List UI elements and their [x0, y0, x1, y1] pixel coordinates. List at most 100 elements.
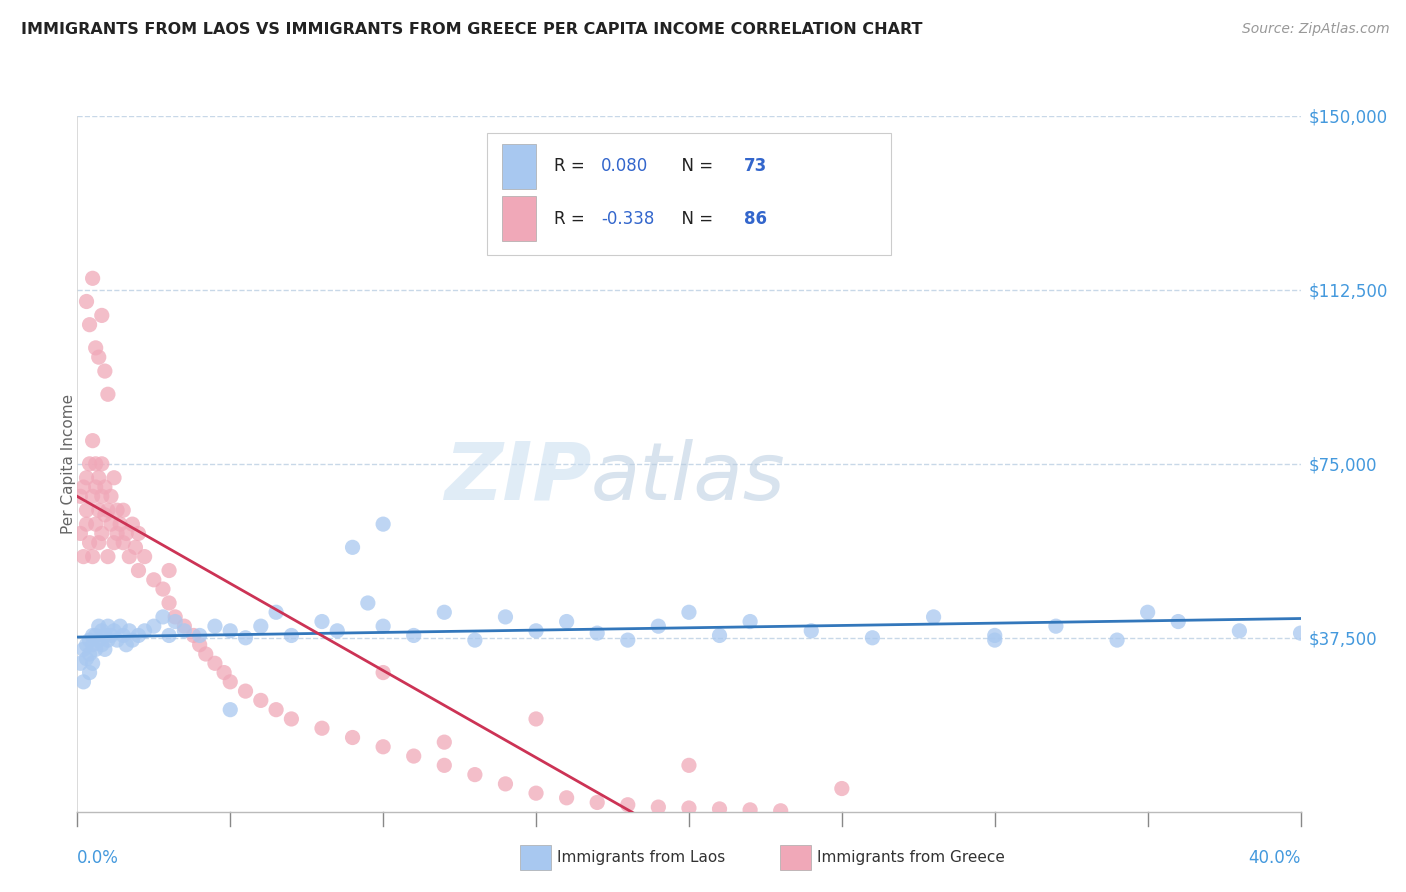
Point — [94, 508, 117, 522]
Point — [433, 605, 456, 619]
Point — [128, 526, 150, 541]
Text: 40.0%: 40.0% — [1249, 849, 1301, 867]
Point — [264, 605, 287, 619]
Point — [76, 503, 98, 517]
Point — [97, 387, 120, 401]
Bar — [486, 133, 891, 255]
Point — [100, 489, 122, 503]
Point — [97, 549, 120, 564]
Text: 73: 73 — [744, 157, 768, 176]
Text: R =: R = — [554, 157, 591, 176]
Text: -0.338: -0.338 — [600, 210, 654, 227]
Bar — [502, 144, 536, 189]
Point — [371, 619, 394, 633]
Point — [250, 619, 273, 633]
Point — [100, 517, 122, 532]
Point — [342, 731, 364, 745]
Point — [76, 517, 98, 532]
Point — [586, 796, 609, 810]
Point — [433, 735, 456, 749]
Point — [82, 628, 104, 642]
Point — [94, 480, 117, 494]
Point — [76, 651, 98, 665]
Point — [105, 503, 128, 517]
Point — [740, 803, 762, 817]
Point — [112, 535, 135, 549]
Point — [76, 294, 98, 309]
Point — [173, 624, 195, 638]
Point — [157, 628, 180, 642]
Point — [76, 471, 98, 485]
Point — [124, 541, 146, 555]
Point — [121, 633, 143, 648]
Point — [97, 503, 120, 517]
Point — [311, 615, 333, 629]
Point — [82, 549, 104, 564]
Point — [157, 564, 180, 578]
Point — [82, 271, 104, 285]
Point — [79, 457, 101, 471]
Point — [1167, 615, 1189, 629]
Text: N =: N = — [671, 210, 718, 227]
Point — [647, 619, 669, 633]
Point — [280, 628, 302, 642]
Point — [219, 624, 242, 638]
Point — [1107, 633, 1129, 648]
Point — [212, 665, 235, 680]
Point — [831, 781, 853, 796]
Point — [152, 582, 174, 596]
Point — [112, 503, 135, 517]
Point — [100, 628, 122, 642]
Point — [84, 457, 107, 471]
Point — [152, 610, 174, 624]
Point — [142, 619, 165, 633]
Point — [157, 596, 180, 610]
Point — [84, 628, 107, 642]
Point — [464, 633, 486, 648]
Point — [204, 657, 226, 671]
Point — [862, 631, 884, 645]
Bar — [502, 196, 536, 241]
Point — [709, 802, 731, 816]
Point — [121, 517, 143, 532]
Point — [87, 503, 110, 517]
Point — [984, 633, 1007, 648]
Point — [371, 517, 394, 532]
Point — [371, 739, 394, 754]
Point — [250, 693, 273, 707]
Point — [87, 619, 110, 633]
Point — [72, 674, 94, 689]
Point — [402, 749, 425, 764]
Point — [219, 703, 242, 717]
Point — [84, 642, 107, 657]
Point — [800, 624, 823, 638]
Point — [1045, 619, 1067, 633]
Point — [87, 535, 110, 549]
Text: R =: R = — [554, 210, 591, 227]
Text: IMMIGRANTS FROM LAOS VS IMMIGRANTS FROM GREECE PER CAPITA INCOME CORRELATION CHA: IMMIGRANTS FROM LAOS VS IMMIGRANTS FROM … — [21, 22, 922, 37]
Text: ZIP: ZIP — [444, 439, 591, 516]
Point — [326, 624, 349, 638]
Point — [1136, 605, 1159, 619]
Point — [311, 721, 333, 735]
Point — [82, 489, 104, 503]
Point — [115, 526, 138, 541]
Text: Source: ZipAtlas.com: Source: ZipAtlas.com — [1241, 22, 1389, 37]
Point — [183, 628, 205, 642]
Point — [647, 800, 669, 814]
Point — [87, 350, 110, 364]
Point — [118, 549, 141, 564]
Point — [118, 624, 141, 638]
Point — [1229, 624, 1251, 638]
Point — [128, 564, 150, 578]
Point — [524, 786, 547, 800]
Text: atlas: atlas — [591, 439, 786, 516]
Text: Immigrants from Greece: Immigrants from Greece — [817, 850, 1005, 864]
Point — [740, 615, 762, 629]
Point — [82, 657, 104, 671]
Point — [524, 712, 547, 726]
Point — [79, 665, 101, 680]
Point — [678, 605, 700, 619]
Point — [555, 615, 578, 629]
Point — [87, 633, 110, 648]
